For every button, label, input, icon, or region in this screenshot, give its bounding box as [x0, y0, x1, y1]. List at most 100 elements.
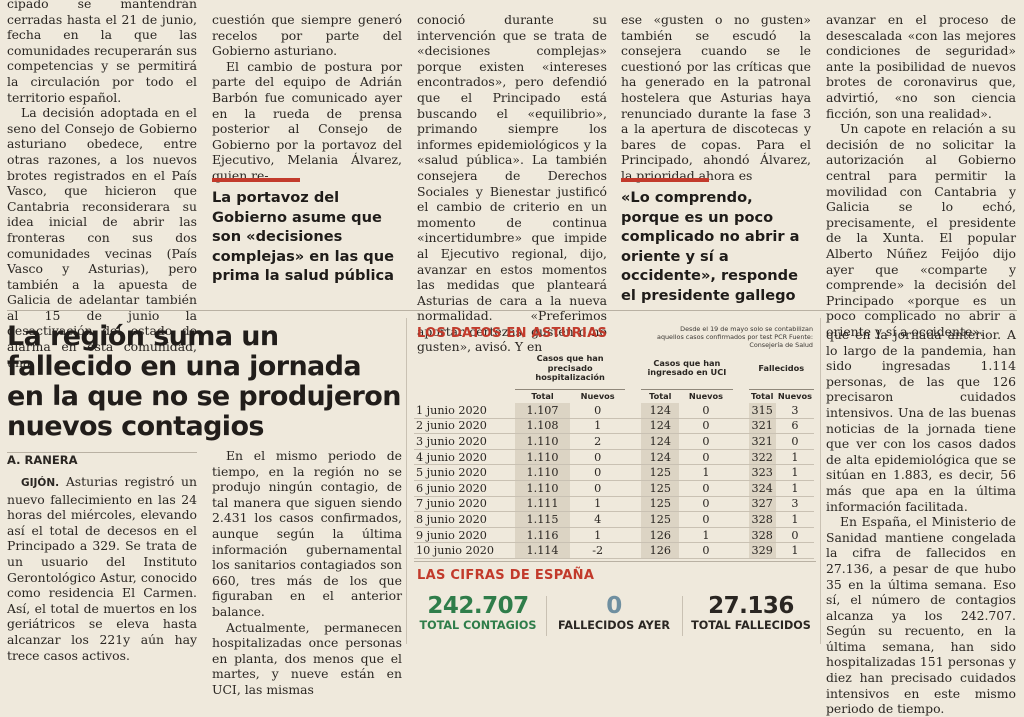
- table-row: 8 junio 2020 1.115 4 125 0 328 1: [414, 511, 814, 528]
- table-gap-cell: [732, 527, 749, 544]
- table-cell: 0: [679, 433, 733, 450]
- table-gap-cell: [732, 480, 749, 497]
- date-cell: 6 junio 2020: [414, 480, 515, 497]
- top-column-1: cipado se mantendrán cerradas hasta el 2…: [7, 0, 197, 370]
- table-subheader: Total: [751, 390, 774, 401]
- table-cell: 328: [748, 527, 776, 544]
- table-cell: 321: [748, 433, 776, 450]
- table-subheader: Nuevos: [688, 390, 723, 401]
- table-cell: 0: [775, 433, 814, 450]
- table-cell: 124: [641, 433, 680, 450]
- table-gap-cell: [625, 496, 642, 513]
- table-group-header: Casos que han precisado hospitalización: [515, 352, 626, 390]
- table-gap-cell: [625, 542, 642, 559]
- date-cell: 10 junio 2020: [414, 542, 515, 559]
- spain-data-title: LAS CIFRAS DE ESPAÑA: [417, 568, 595, 583]
- stat-value: 27.136: [708, 593, 794, 619]
- table-row: 6 junio 2020 1.110 0 125 0 324 1: [414, 480, 814, 497]
- table-gap-cell: [625, 480, 642, 497]
- table-cell: 328: [748, 511, 776, 528]
- box-divider: [414, 561, 816, 562]
- paragraph: En el mismo periodo de tiempo, en la reg…: [212, 448, 402, 619]
- table-cell: 1.114: [515, 542, 571, 559]
- stat-total-fallecidos: 27.136 TOTAL FALLECIDOS: [686, 594, 816, 633]
- table-cell: 0: [570, 449, 626, 466]
- table-gap-cell: [732, 542, 749, 559]
- article-headline: La región suma un fallecido en una jorna…: [7, 321, 401, 442]
- table-header-spacer: [625, 352, 641, 389]
- table-cell: 1.110: [515, 480, 571, 497]
- stat-divider: [682, 596, 683, 636]
- table-cell: 125: [641, 464, 680, 481]
- stat-fallecidos-ayer: 0 FALLECIDOS AYER: [550, 594, 678, 633]
- table-cell: 0: [679, 480, 733, 497]
- date-cell: 7 junio 2020: [414, 496, 515, 513]
- table-cell: 1: [570, 418, 626, 435]
- table-cell: 3: [775, 496, 814, 513]
- table-cell: 324: [748, 480, 776, 497]
- stat-value: 242.707: [427, 593, 529, 619]
- paragraph: El cambio de postura por parte del equip…: [212, 58, 402, 183]
- table-cell: 1.110: [515, 433, 571, 450]
- table-group-header: Fallecidos: [748, 352, 814, 390]
- asturias-data-table: Casos que han precisado hospitalización …: [414, 352, 814, 559]
- stat-total-contagios: 242.707 TOTAL CONTAGIOS: [414, 594, 542, 633]
- table-subheader: Total: [531, 390, 554, 401]
- table-gap-cell: [732, 403, 749, 419]
- table-cell: 125: [641, 496, 680, 513]
- table-cell: 0: [570, 464, 626, 481]
- table-gap-cell: [732, 496, 749, 513]
- table-cell: 0: [679, 418, 733, 435]
- column-divider: [406, 318, 407, 644]
- article-column-3: que en la jornada anterior. A lo largo d…: [826, 327, 1016, 717]
- column-divider: [820, 318, 821, 644]
- stat-label: FALLECIDOS AYER: [558, 619, 670, 632]
- paragraph: En España, el Ministerio de Sanidad mant…: [826, 514, 1016, 717]
- table-cell: 1.111: [515, 496, 571, 513]
- paragraph: cuestión que siempre generó recelos por …: [212, 12, 402, 59]
- table-header-spacer: [625, 389, 641, 403]
- table-cell: 0: [570, 403, 626, 419]
- table-cell: 124: [641, 418, 680, 435]
- table-cell: 0: [679, 403, 733, 419]
- table-cell: 1: [679, 464, 733, 481]
- table-cell: 1.116: [515, 527, 571, 544]
- table-row: 7 junio 2020 1.111 1 125 0 327 3: [414, 496, 814, 513]
- pull-quote: «Lo comprendo, porque es un poco complic…: [621, 178, 806, 305]
- table-cell: 0: [679, 511, 733, 528]
- table-cell: 126: [641, 542, 680, 559]
- table-cell: 0: [679, 449, 733, 466]
- section-divider: [7, 310, 1017, 311]
- date-cell: 8 junio 2020: [414, 511, 515, 528]
- date-cell: 1 junio 2020: [414, 403, 515, 419]
- table-cell: 1.110: [515, 464, 571, 481]
- table-cell: 327: [748, 496, 776, 513]
- table-cell: 1: [775, 542, 814, 559]
- table-row: 3 junio 2020 1.110 2 124 0 321 0: [414, 433, 814, 450]
- byline: A. RANERA: [7, 452, 197, 467]
- table-cell: 1.108: [515, 418, 571, 435]
- table-cell: 322: [748, 449, 776, 466]
- table-header-spacer: [733, 389, 749, 403]
- date-cell: 3 junio 2020: [414, 433, 515, 450]
- table-subheader: Total: [649, 390, 672, 401]
- paragraph-text: Asturias registró un nuevo fallecimiento…: [7, 474, 197, 663]
- table-row: 10 junio 2020 1.114 -2 126 0 329 1: [414, 542, 814, 559]
- table-cell: 1: [775, 511, 814, 528]
- table-header-spacer: [414, 352, 515, 389]
- table-cell: 315: [748, 403, 776, 419]
- table-cell: 0: [570, 480, 626, 497]
- pull-quote: La portavoz del Gobierno asume que son «…: [212, 178, 397, 286]
- table-cell: 321: [748, 418, 776, 435]
- table-cell: 1: [570, 496, 626, 513]
- table-cell: 329: [748, 542, 776, 559]
- table-gap-cell: [732, 433, 749, 450]
- source-note: Desde el 19 de mayo solo se contabilizan…: [657, 325, 813, 349]
- paragraph: avanzar en el proceso de desescalada «co…: [826, 12, 1016, 121]
- date-cell: 5 junio 2020: [414, 464, 515, 481]
- table-cell: 0: [679, 542, 733, 559]
- table-cell: 125: [641, 480, 680, 497]
- asturias-data-title: LOS DATOS EN ASTURIAS: [417, 326, 608, 341]
- table-gap-cell: [625, 527, 642, 544]
- table-row: 2 junio 2020 1.108 1 124 0 321 6: [414, 418, 814, 435]
